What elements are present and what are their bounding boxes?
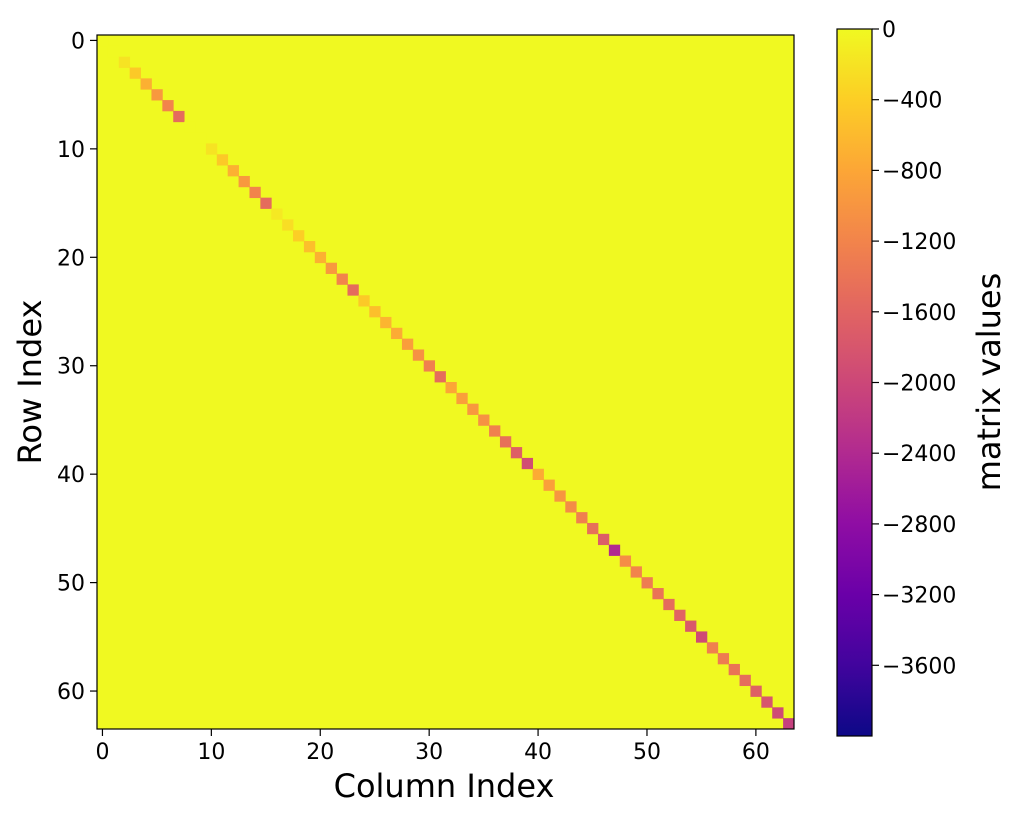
heatmap-cell xyxy=(238,175,250,188)
heatmap-cell xyxy=(260,197,272,209)
heatmap-cell xyxy=(445,382,457,394)
heatmap-cell xyxy=(695,631,708,643)
heatmap-cell xyxy=(510,447,523,459)
heatmap-cell xyxy=(619,555,632,567)
colorbar-tick-label: −1200 xyxy=(882,230,956,255)
x-tick-label: 60 xyxy=(742,740,770,765)
heatmap-cell xyxy=(412,349,425,361)
heatmap-cell xyxy=(739,674,751,687)
colorbar-tick-label: −1600 xyxy=(882,301,956,326)
y-tick-label: 10 xyxy=(57,138,85,163)
heatmap-cell xyxy=(750,685,762,697)
heatmap-cell xyxy=(674,609,686,621)
heatmap-cell xyxy=(663,598,675,611)
colorbar-tick-label: −3600 xyxy=(882,654,956,679)
x-tick-label: 30 xyxy=(415,740,443,765)
colorbar: 0 −400 −800 −1200 −1600 −2000 −2400 −2800 −3200 −… xyxy=(836,18,956,737)
heatmap-cell xyxy=(783,718,795,730)
heatmap-cell xyxy=(543,479,555,491)
colorbar-tick-label: 0 xyxy=(882,18,896,43)
heatmap-plot-area xyxy=(96,34,795,730)
x-tick-label: 50 xyxy=(633,740,661,765)
heatmap-cell xyxy=(608,544,621,556)
x-tick-label: 20 xyxy=(306,740,334,765)
heatmap-cell xyxy=(173,110,185,123)
y-tick-label: 40 xyxy=(57,463,85,488)
x-tick-label: 0 xyxy=(95,740,109,765)
heatmap-cell xyxy=(107,45,120,58)
x-tick-label: 40 xyxy=(524,740,552,765)
heatmap-cell xyxy=(358,295,370,307)
heatmap-cell xyxy=(587,522,599,535)
heatmap-cell xyxy=(303,241,316,253)
heatmap-cell xyxy=(685,620,697,632)
heatmap-cell xyxy=(630,566,642,578)
heatmap-cell xyxy=(478,414,490,426)
y-tick-label: 60 xyxy=(57,680,85,705)
axes: 0 10 20 30 40 50 60 0 10 20 30 40 50 60 xyxy=(57,29,770,765)
heatmap-cell xyxy=(641,577,653,589)
colorbar-tick-label: −3200 xyxy=(882,584,956,609)
heatmap-cell xyxy=(706,642,719,654)
heatmap-cell xyxy=(772,707,784,719)
heatmap-cell xyxy=(271,208,283,220)
x-axis-label: Column Index xyxy=(334,767,555,805)
colorbar-tick-label: −2000 xyxy=(882,372,956,397)
heatmap-cell xyxy=(227,165,239,177)
y-axis-label: Row Index xyxy=(11,300,49,465)
heatmap-cell xyxy=(347,284,359,296)
heatmap-cell xyxy=(195,132,207,144)
heatmap-cell xyxy=(576,512,588,524)
heatmap-cell xyxy=(249,186,261,199)
heatmap-cell xyxy=(314,251,327,264)
y-tick-label: 20 xyxy=(57,246,85,271)
heatmap-cell xyxy=(489,425,501,437)
colorbar-tick-label: −2800 xyxy=(882,513,956,538)
y-tick-label: 30 xyxy=(57,355,85,380)
heatmap-cell xyxy=(521,457,534,470)
heatmap-cell xyxy=(282,219,294,231)
heatmap-cell xyxy=(652,588,664,600)
heatmap-cell xyxy=(717,653,730,665)
plot-frame xyxy=(96,34,795,730)
heatmap-cell xyxy=(499,436,512,448)
heatmap-cell xyxy=(532,468,544,480)
heatmap-cell xyxy=(401,338,414,350)
y-tick-label: 0 xyxy=(71,29,85,54)
heatmap-cell xyxy=(380,316,392,329)
heatmap-cell xyxy=(205,143,218,155)
heatmap-cell xyxy=(325,262,337,274)
heatmap-cell xyxy=(140,78,152,90)
colorbar-tick-label: −800 xyxy=(882,159,942,184)
colorbar-gradient xyxy=(837,29,872,736)
colorbar-tick-label: −400 xyxy=(882,89,942,114)
heatmap-cell xyxy=(118,56,131,68)
heatmap-cell xyxy=(293,230,305,242)
heatmap-cell xyxy=(423,360,436,372)
y-tick-label: 50 xyxy=(57,572,85,597)
colorbar-tick-label: −2400 xyxy=(882,442,956,467)
x-tick-label: 10 xyxy=(197,740,225,765)
heatmap-cell xyxy=(467,403,479,415)
heatmap-cell xyxy=(434,371,446,383)
heatmap-cell xyxy=(391,327,403,340)
heatmap-cell xyxy=(162,100,174,112)
heatmap-cell xyxy=(456,392,468,405)
heatmap-cell xyxy=(565,501,577,513)
heatmap-cell xyxy=(216,154,229,166)
colorbar-label: matrix values xyxy=(970,273,1008,492)
heatmap-cell xyxy=(151,89,163,101)
heatmap-cell xyxy=(184,121,196,133)
heatmap-cell xyxy=(369,306,381,318)
heatmap-cell xyxy=(97,35,109,47)
heatmap-cell xyxy=(728,663,740,676)
heatmap-cell xyxy=(336,273,348,285)
heatmap-cell xyxy=(597,533,610,546)
heatmap-cell xyxy=(129,67,141,79)
heatmap-cell xyxy=(761,696,773,708)
heatmap-cell xyxy=(554,490,566,502)
